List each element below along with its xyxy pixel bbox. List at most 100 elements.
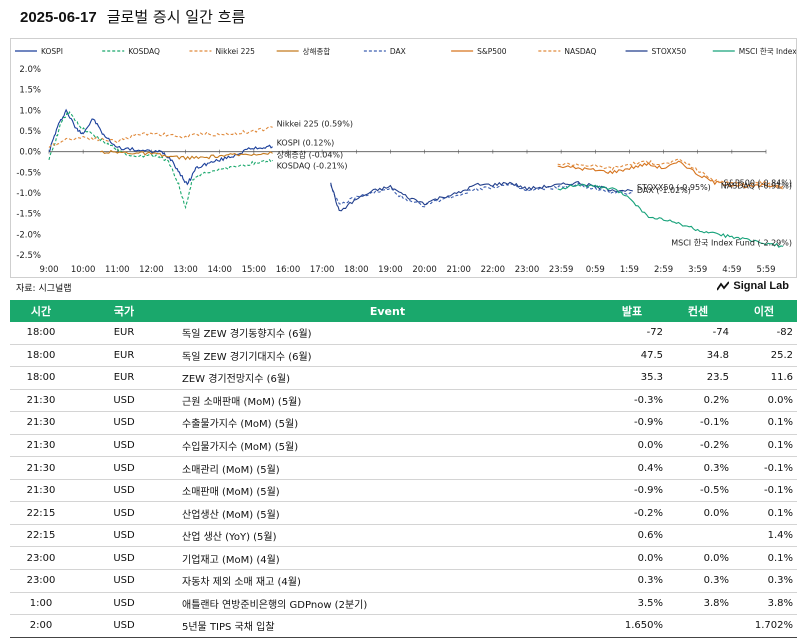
series-line (557, 158, 784, 190)
legend-label: NASDAQ (564, 47, 596, 56)
cell-country: USD (72, 546, 176, 571)
cell-time: 22:15 (10, 524, 72, 548)
legend-label: Nikkei 225 (215, 47, 255, 56)
cell-previous: 0.1% (731, 546, 797, 571)
series-end-label: STOXX50 (-0.95%) (637, 183, 711, 192)
y-tick-label: -1.0% (16, 189, 41, 199)
cell-consensus: -0.2% (665, 434, 731, 458)
cell-previous: 0.3% (731, 569, 797, 593)
cell-country: USD (72, 411, 176, 435)
x-tick-label: 2:59 (654, 265, 673, 275)
cell-time: 21:30 (10, 389, 72, 413)
chart-panel: KOSPI KOSDAQ Nikkei 225 상해종합 DAX S&P500 NASDAQ… (10, 38, 797, 278)
x-tick-label: 22:00 (481, 265, 506, 275)
table-row: 21:30 USD 소매관리 (MoM) (5월) 0.4% 0.3% -0.1% (10, 456, 797, 480)
col-header-country: 국가 (72, 300, 176, 322)
cell-event: 기업재고 (MoM) (4월) (176, 546, 599, 571)
x-tick-label: 13:00 (173, 265, 198, 275)
cell-country: EUR (72, 322, 176, 345)
table-row: 22:15 USD 산업 생산 (YoY) (5월) 0.6% 1.4% (10, 524, 797, 548)
cell-consensus: 34.8 (665, 344, 731, 368)
report-date: 2025-06-17 (20, 9, 97, 26)
y-tick-label: -2.5% (16, 251, 41, 261)
y-tick-label: 0.5% (19, 127, 41, 137)
table-row: 2:00 USD 5년물 TIPS 국채 입찰 1.650% 1.702% (10, 614, 797, 638)
cell-event: 소매판매 (MoM) (5월) (176, 479, 599, 503)
x-tick-label: 23:00 (515, 265, 540, 275)
cell-previous: 0.0% (731, 389, 797, 413)
cell-consensus: -74 (665, 322, 731, 345)
table-row: 18:00 EUR 독일 ZEW 경기기대지수 (6월) 47.5 34.8 25.2 (10, 344, 797, 368)
cell-country: EUR (72, 344, 176, 368)
cell-event: 수입물가지수 (MoM) (5월) (176, 434, 599, 458)
series-end-label: DAX (-1.02%) (637, 186, 691, 195)
series-line (557, 160, 784, 189)
cell-consensus: -0.1% (665, 411, 731, 435)
cell-consensus: 0.2% (665, 389, 731, 413)
x-tick-label: 16:00 (276, 265, 301, 275)
series-line (330, 182, 634, 208)
cell-previous: 0.1% (731, 501, 797, 525)
cell-country: USD (72, 389, 176, 413)
x-tick-label: 5:59 (756, 265, 775, 275)
x-tick-label: 23:59 (549, 265, 574, 275)
cell-consensus: 0.0% (665, 501, 731, 525)
y-tick-label: -1.5% (16, 210, 41, 220)
page-header: 2025-06-17 글로벌 증시 일간 흐름 (20, 6, 245, 32)
table-row: 23:00 USD 기업재고 (MoM) (4월) 0.0% 0.0% 0.1% (10, 546, 797, 571)
cell-event: 소매관리 (MoM) (5월) (176, 456, 599, 480)
table-header-row: 시간 국가 Event 발표 컨센 이전 (10, 300, 797, 322)
col-header-actual: 발표 (599, 300, 665, 322)
table-row: 18:00 EUR ZEW 경기전망지수 (6월) 35.3 23.5 11.6 (10, 366, 797, 390)
y-tick-label: 2.0% (19, 65, 41, 75)
cell-actual: -0.3% (599, 389, 665, 413)
legend-label: KOSPI (41, 47, 63, 56)
table-row: 21:30 USD 소매판매 (MoM) (5월) -0.9% -0.5% -0.1% (10, 479, 797, 503)
cell-consensus (665, 614, 731, 638)
series-line (48, 126, 273, 148)
series-end-label: 상해종합 (-0.04%) (277, 149, 344, 159)
cell-time: 21:30 (10, 411, 72, 435)
x-tick-label: 17:00 (310, 265, 335, 275)
col-header-time: 시간 (10, 300, 72, 322)
cell-country: USD (72, 524, 176, 548)
table-row: 18:00 EUR 독일 ZEW 경기동향지수 (6월) -72 -74 -82 (10, 322, 797, 345)
legend-label: DAX (390, 47, 406, 56)
cell-country: USD (72, 479, 176, 503)
cell-consensus: 23.5 (665, 366, 731, 390)
cell-previous: -0.1% (731, 479, 797, 503)
cell-actual: 0.0% (599, 434, 665, 458)
cell-previous: 0.1% (731, 411, 797, 435)
cell-actual: -0.9% (599, 411, 665, 435)
cell-consensus: 0.0% (665, 546, 731, 571)
cell-previous: 25.2 (731, 344, 797, 368)
legend-label: S&P500 (477, 47, 507, 56)
page-title: 글로벌 증시 일간 흐름 (106, 8, 246, 26)
cell-actual: 1.650% (599, 614, 665, 638)
cell-time: 21:30 (10, 479, 72, 503)
cell-time: 22:15 (10, 501, 72, 525)
x-tick-label: 12:00 (139, 265, 164, 275)
series-line (48, 111, 274, 210)
cell-actual: 0.0% (599, 546, 665, 571)
x-tick-label: 4:59 (722, 265, 741, 275)
cell-time: 1:00 (10, 592, 72, 616)
legend-label: KOSDAQ (128, 47, 160, 56)
cell-consensus: -0.5% (665, 479, 731, 503)
cell-consensus (665, 524, 731, 548)
cell-event: 독일 ZEW 경기기대지수 (6월) (176, 344, 599, 368)
table-row: 21:30 USD 수출물가지수 (MoM) (5월) -0.9% -0.1% 0.1% (10, 411, 797, 435)
table-row: 23:00 USD 자동차 제외 소매 재고 (4월) 0.3% 0.3% 0.3% (10, 569, 797, 593)
cell-event: 자동차 제외 소매 재고 (4월) (176, 569, 599, 593)
signal-icon (717, 280, 730, 290)
legend-label: 상해종합 (303, 46, 331, 56)
series-end-label: KOSPI (0.12%) (277, 139, 335, 148)
cell-country: USD (72, 501, 176, 525)
cell-time: 18:00 (10, 344, 72, 368)
table-row: 1:00 USD 애틀랜타 연방준비은행의 GDPnow (2분기) 3.5% 3.8%… (10, 592, 797, 616)
cell-actual: 0.4% (599, 456, 665, 480)
economic-calendar-table: 시간 국가 Event 발표 컨센 이전 18:00 EUR 독일 ZEW 경기동향… (10, 300, 797, 638)
x-tick-label: 19:00 (378, 265, 403, 275)
legend-label: STOXX50 (652, 47, 687, 56)
cell-actual: -0.9% (599, 479, 665, 503)
